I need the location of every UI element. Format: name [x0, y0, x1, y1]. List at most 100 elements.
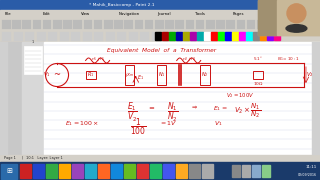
Text: $jX_m$: $jX_m$: [125, 71, 134, 79]
Bar: [129, 31, 138, 40]
Bar: [86, 71, 96, 79]
Text: Tools: Tools: [195, 12, 205, 16]
Bar: [135, 19, 143, 28]
Bar: [44, 42, 320, 155]
Bar: [83, 31, 92, 40]
Bar: [260, 19, 312, 28]
Bar: [209, 31, 218, 40]
Text: $\dfrac{N_1}{N_2}$: $\dfrac{N_1}{N_2}$: [167, 101, 178, 124]
Bar: [0, 10, 320, 18]
Bar: [220, 31, 229, 40]
Bar: [36, 31, 45, 40]
Bar: [175, 19, 184, 28]
Bar: [22, 42, 44, 155]
Bar: [1, 163, 17, 179]
Bar: [202, 164, 213, 178]
Bar: [117, 31, 126, 40]
Text: 1: 1: [32, 40, 34, 44]
Bar: [137, 164, 148, 178]
Bar: [232, 32, 237, 40]
Bar: [186, 19, 194, 28]
Text: $V_2$: $V_2$: [306, 71, 314, 79]
Text: $N_2$: $N_2$: [201, 71, 209, 79]
Bar: [124, 19, 133, 28]
Bar: [183, 32, 188, 40]
Bar: [20, 164, 31, 178]
Text: View: View: [81, 12, 90, 16]
Bar: [257, 19, 266, 28]
Text: $V_2 \times \dfrac{N_1}{N_2}$: $V_2 \times \dfrac{N_1}{N_2}$: [234, 101, 261, 120]
Bar: [206, 19, 214, 28]
Bar: [227, 19, 235, 28]
Bar: [155, 32, 161, 40]
Text: $V_2 = 100V$: $V_2 = 100V$: [226, 91, 255, 100]
Bar: [24, 46, 42, 74]
Text: Journal: Journal: [157, 12, 171, 16]
Text: 11:11: 11:11: [306, 165, 317, 169]
Text: $R_1$: $R_1$: [87, 71, 94, 79]
Bar: [301, 1, 309, 8]
Bar: [94, 19, 102, 28]
Text: * Mahik_Basiccomp - Paint 2.1: * Mahik_Basiccomp - Paint 2.1: [89, 3, 154, 7]
Bar: [252, 165, 260, 177]
Bar: [204, 32, 210, 40]
Bar: [225, 32, 230, 40]
Bar: [262, 165, 270, 177]
Bar: [258, 0, 320, 35]
Text: File: File: [5, 12, 12, 16]
Text: 02/09/2016: 02/09/2016: [298, 174, 317, 177]
Bar: [2, 31, 11, 40]
Bar: [197, 31, 206, 40]
Text: Equivalent  Model  of  a  Transformer: Equivalent Model of a Transformer: [107, 48, 217, 53]
Bar: [140, 31, 149, 40]
Text: $E_1 =$: $E_1 =$: [213, 104, 228, 113]
Bar: [163, 31, 172, 40]
Bar: [276, 0, 320, 35]
Bar: [125, 65, 134, 85]
Text: $\Rightarrow$: $\Rightarrow$: [190, 104, 198, 111]
Text: ⊞: ⊞: [6, 168, 12, 174]
Bar: [46, 164, 57, 178]
Text: $N_1$: $N_1$: [158, 71, 166, 79]
Bar: [59, 164, 70, 178]
Bar: [0, 42, 8, 155]
Bar: [0, 42, 22, 155]
Bar: [0, 30, 320, 42]
Bar: [33, 19, 41, 28]
Bar: [253, 71, 263, 79]
Bar: [176, 32, 181, 40]
Bar: [274, 32, 279, 40]
Bar: [246, 32, 252, 40]
Bar: [0, 155, 320, 162]
Bar: [232, 31, 241, 40]
Bar: [151, 31, 161, 40]
Text: $V_1$: $V_1$: [214, 119, 222, 128]
Text: Edit: Edit: [43, 12, 51, 16]
Bar: [244, 31, 252, 40]
Circle shape: [287, 4, 306, 23]
Bar: [176, 164, 187, 178]
Bar: [247, 19, 255, 28]
Bar: [230, 163, 320, 179]
Bar: [12, 19, 21, 28]
Bar: [111, 164, 122, 178]
Bar: [211, 32, 217, 40]
Bar: [186, 31, 195, 40]
Bar: [85, 164, 96, 178]
Text: Navigation: Navigation: [119, 12, 140, 16]
Bar: [258, 0, 276, 35]
Bar: [311, 1, 319, 8]
Bar: [216, 19, 225, 28]
Bar: [43, 19, 51, 28]
Bar: [94, 31, 103, 40]
Text: $= 1V$: $= 1V$: [159, 119, 178, 127]
Bar: [169, 32, 174, 40]
Bar: [0, 162, 320, 180]
Bar: [260, 32, 266, 40]
Bar: [155, 19, 164, 28]
Bar: [53, 19, 61, 28]
Text: $\dfrac{E_1}{V_2}$: $\dfrac{E_1}{V_2}$: [127, 101, 138, 124]
Bar: [60, 31, 68, 40]
Bar: [72, 164, 83, 178]
Bar: [232, 165, 240, 177]
